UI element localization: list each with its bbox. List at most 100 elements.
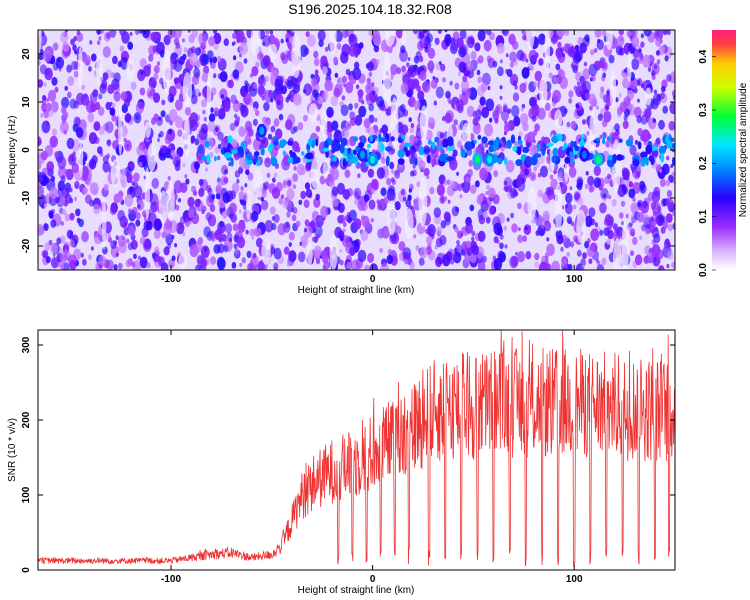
heatmap-cell bbox=[601, 257, 607, 266]
heatmap-cell bbox=[660, 152, 665, 163]
heatmap-cell bbox=[603, 227, 610, 237]
colorbar-label: Normalized spectral amplitude bbox=[738, 82, 749, 217]
heatmap-cell bbox=[408, 96, 416, 108]
heatmap-cell bbox=[109, 30, 117, 38]
heatmap-cell bbox=[60, 121, 69, 134]
heatmap-cell bbox=[644, 87, 652, 106]
heatmap-cell bbox=[347, 153, 353, 160]
heatmap-cell bbox=[232, 32, 237, 40]
heatmap-cell bbox=[625, 213, 629, 219]
heatmap-cell bbox=[82, 231, 89, 240]
heatmap-cell bbox=[458, 93, 464, 100]
heatmap-cell bbox=[313, 50, 319, 59]
colorbar-tick-label: 0.3 bbox=[698, 103, 709, 117]
heatmap-cell bbox=[198, 92, 202, 97]
heatmap-cell bbox=[602, 132, 607, 139]
heatmap-cell bbox=[275, 75, 284, 88]
heatmap-cell bbox=[271, 222, 277, 231]
heatmap-cell bbox=[594, 222, 599, 228]
x-tick-label: 0 bbox=[370, 274, 376, 285]
heatmap-cell bbox=[525, 251, 532, 260]
heatmap-cell bbox=[110, 240, 117, 250]
snr-panel: -100 0 100 0 100 200 300 Height of straight li… bbox=[7, 329, 676, 596]
heatmap-cell bbox=[204, 247, 208, 252]
heatmap-cell bbox=[201, 209, 205, 214]
heatmap-cell bbox=[256, 51, 264, 61]
heatmap-cell bbox=[178, 252, 188, 270]
heatmap-cell bbox=[160, 110, 166, 118]
heatmap-cell bbox=[557, 51, 566, 63]
heatmap-cell bbox=[501, 30, 508, 35]
heatmap-cell bbox=[82, 187, 88, 195]
heatmap-cell bbox=[435, 86, 444, 99]
heatmap-cell bbox=[68, 254, 77, 268]
heatmap-cell bbox=[136, 145, 144, 156]
heatmap-cell bbox=[633, 205, 637, 210]
heatmap-cell bbox=[240, 105, 249, 118]
heatmap-cell bbox=[250, 73, 253, 78]
heatmap-cell bbox=[506, 68, 513, 78]
heatmap-cell bbox=[577, 197, 584, 206]
heatmap-cell bbox=[544, 30, 550, 75]
y-tick-label: 20 bbox=[21, 48, 32, 60]
heatmap-cell bbox=[599, 59, 605, 69]
heatmap-cell bbox=[177, 185, 183, 193]
heatmap-cell bbox=[349, 247, 356, 256]
heatmap-cell bbox=[518, 227, 521, 232]
heatmap-cell bbox=[88, 66, 92, 72]
heatmap-cell bbox=[42, 49, 52, 63]
heatmap-cell bbox=[459, 194, 463, 199]
heatmap-cell bbox=[193, 161, 200, 170]
heatmap-cell bbox=[573, 204, 577, 210]
heatmap-cell bbox=[535, 230, 540, 236]
heatmap-cell bbox=[636, 115, 642, 124]
heatmap-cell bbox=[168, 144, 172, 150]
heatmap-cell bbox=[221, 94, 224, 99]
heatmap-cell bbox=[378, 133, 382, 142]
heatmap-cell bbox=[504, 244, 508, 249]
heatmap-cell bbox=[361, 215, 370, 228]
heatmap-cell bbox=[537, 143, 541, 152]
heatmap-cell bbox=[473, 139, 477, 144]
heatmap-cell bbox=[606, 238, 611, 245]
heatmap-cell bbox=[601, 30, 607, 38]
heatmap-cell bbox=[364, 264, 370, 270]
heatmap-cell bbox=[637, 141, 642, 150]
heatmap-cell bbox=[526, 131, 536, 144]
heatmap-cell bbox=[594, 30, 602, 38]
heatmap-cell bbox=[365, 92, 375, 106]
heatmap-cell bbox=[371, 178, 379, 190]
heatmap-cell bbox=[204, 140, 210, 148]
heatmap-cell bbox=[163, 223, 172, 237]
heatmap-cell bbox=[190, 138, 195, 144]
heatmap-cell bbox=[251, 210, 259, 222]
heatmap-cell bbox=[254, 155, 258, 163]
heatmap-cell bbox=[253, 151, 260, 157]
y-tick-label: 0 bbox=[21, 567, 32, 573]
heatmap-cell bbox=[493, 257, 503, 270]
heatmap-cell bbox=[320, 250, 327, 259]
heatmap-cell bbox=[246, 152, 252, 161]
heatmap-cell bbox=[630, 222, 634, 227]
heatmap-cell bbox=[285, 32, 291, 41]
heatmap-cell bbox=[45, 256, 51, 264]
heatmap-cell bbox=[538, 58, 544, 66]
heatmap-cell bbox=[198, 145, 204, 154]
heatmap-cell bbox=[329, 234, 338, 270]
heatmap-cell bbox=[547, 186, 555, 197]
heatmap-cell bbox=[115, 235, 119, 241]
heatmap-cell bbox=[640, 114, 648, 125]
heatmap-cell bbox=[257, 75, 267, 88]
heatmap-cell bbox=[287, 140, 293, 146]
heatmap-cell bbox=[574, 238, 578, 243]
heatmap-cell bbox=[575, 103, 579, 109]
heatmap-cell bbox=[612, 153, 617, 164]
heatmap-cell bbox=[357, 89, 364, 98]
heatmap-cell bbox=[400, 188, 406, 196]
heatmap-cell bbox=[292, 156, 301, 164]
heatmap-cell bbox=[119, 45, 125, 52]
heatmap-cell bbox=[137, 204, 141, 209]
heatmap-cell bbox=[217, 108, 226, 120]
heatmap-cell bbox=[232, 100, 241, 113]
heatmap-cell bbox=[443, 211, 451, 221]
